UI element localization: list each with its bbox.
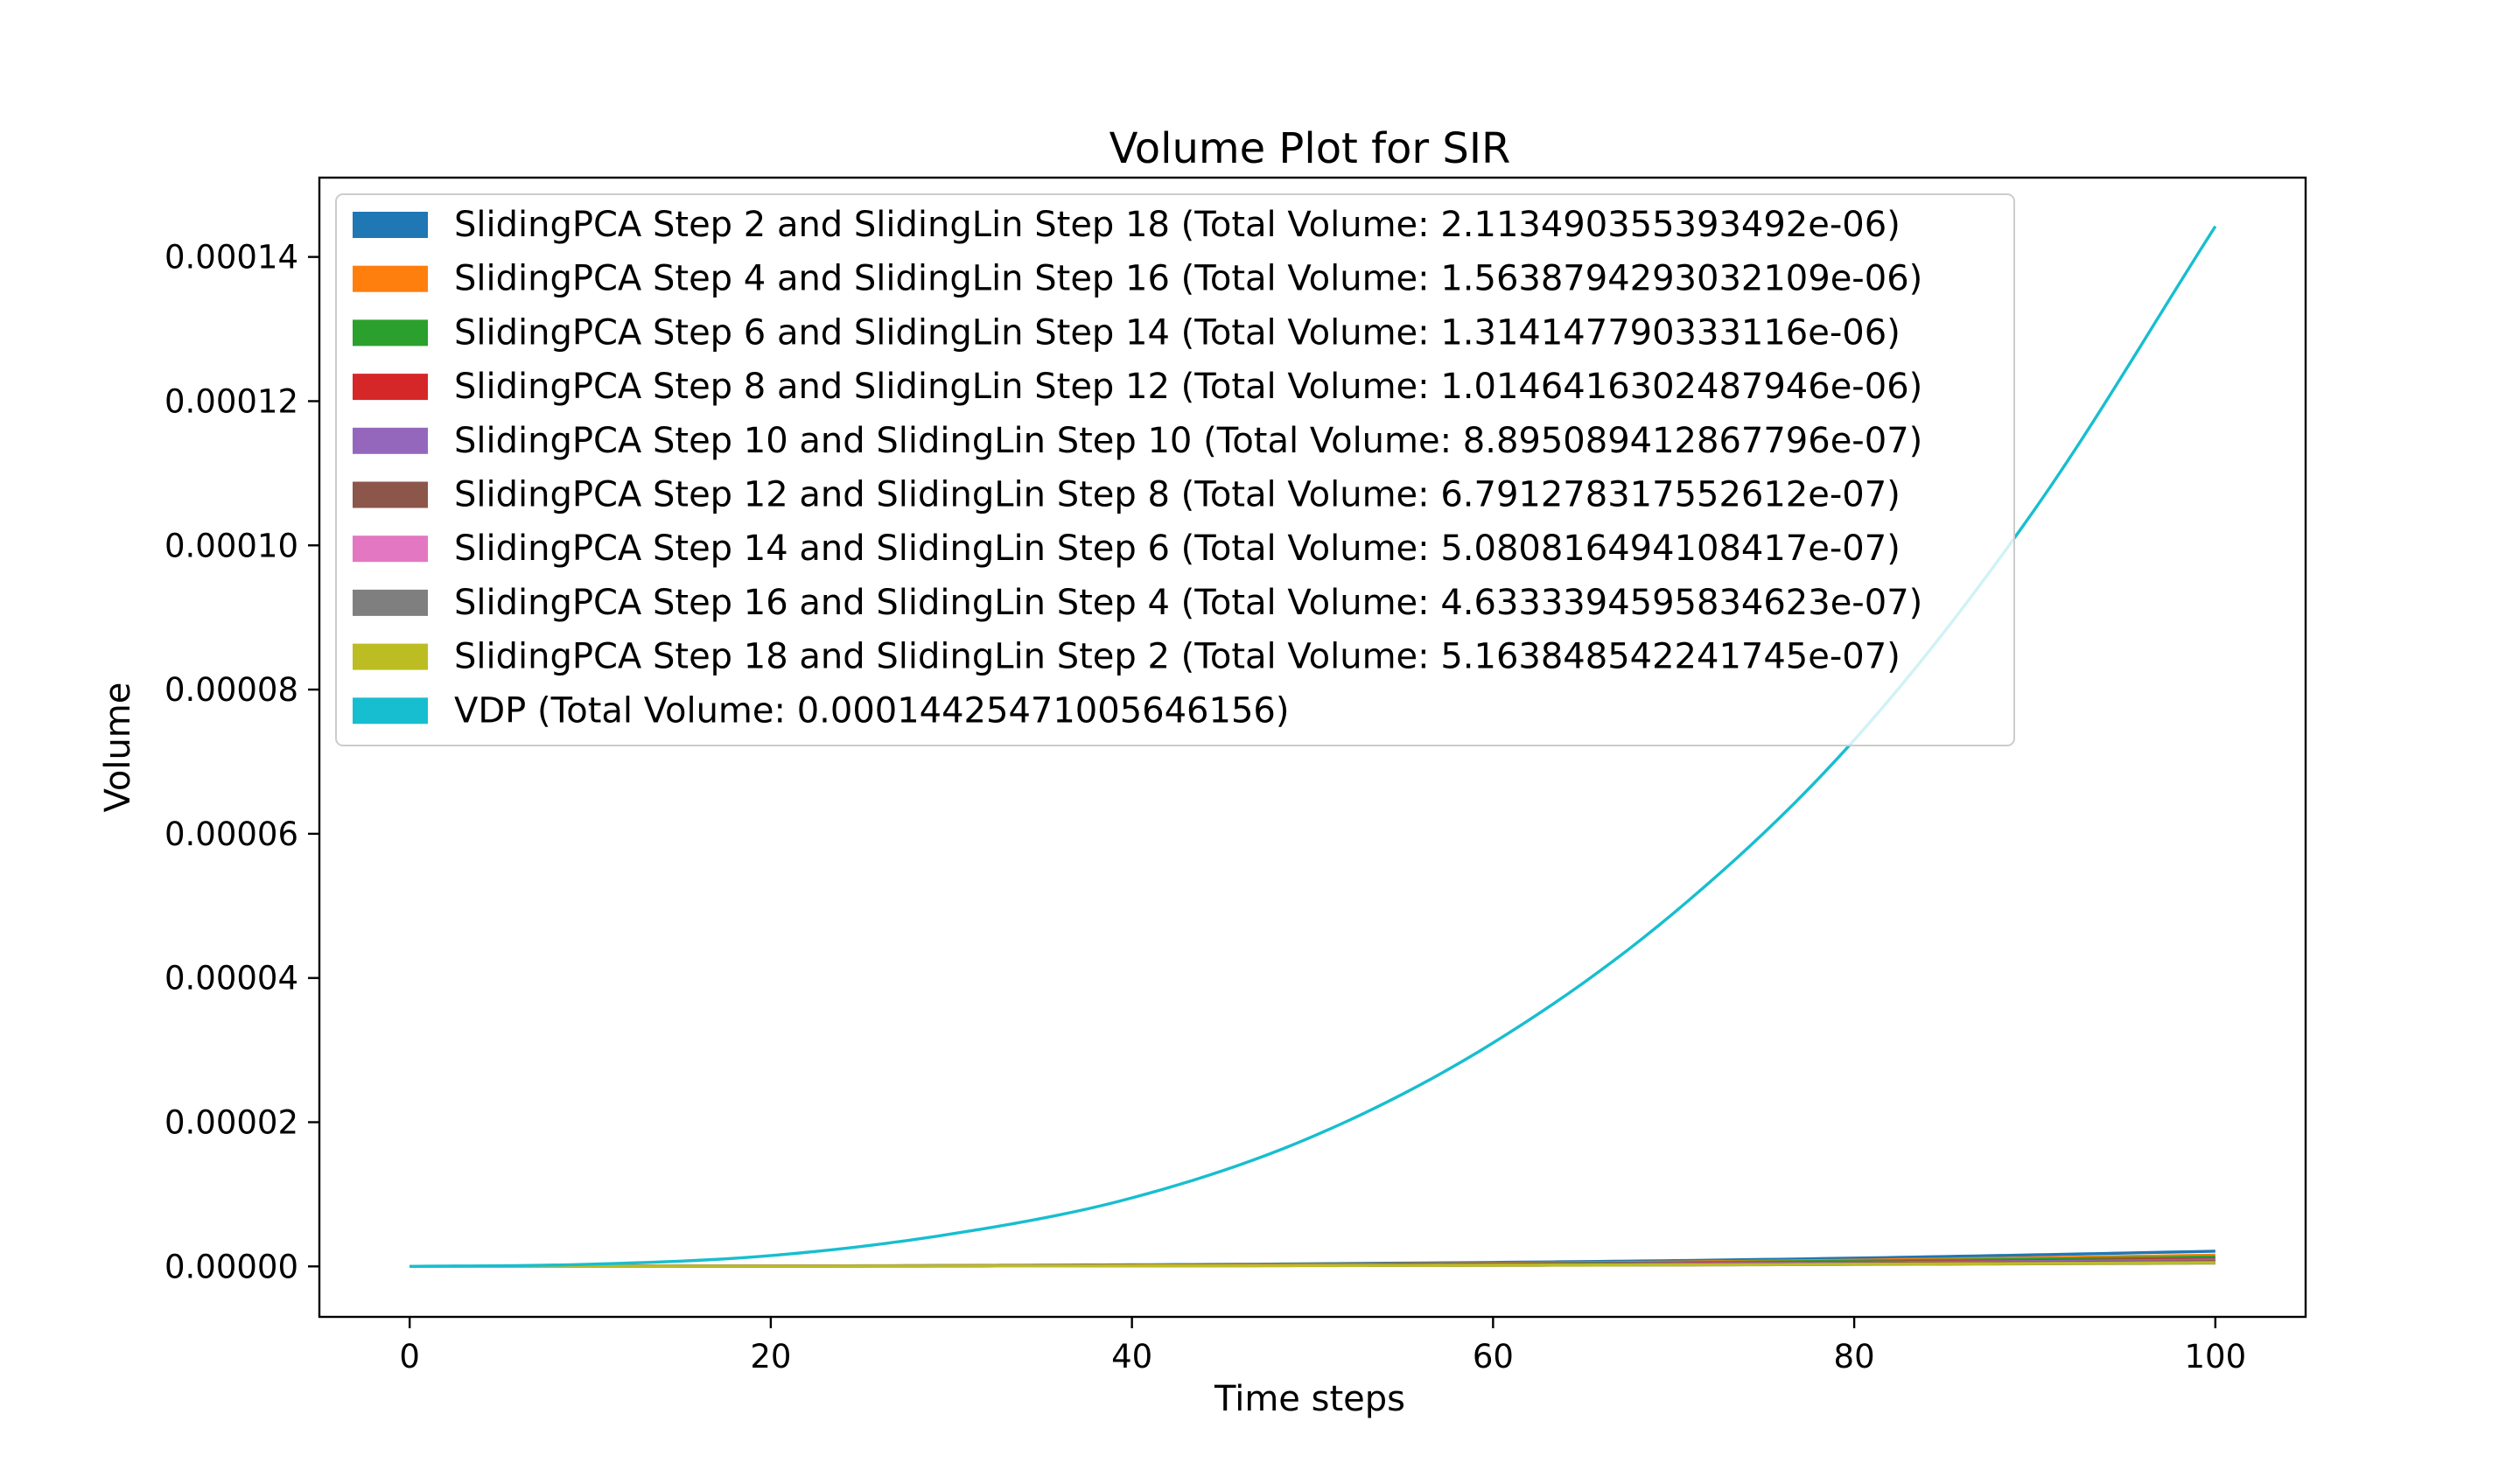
legend-label: SlidingPCA Step 16 and SlidingLin Step 4… bbox=[454, 583, 1922, 623]
x-tick-label: 0 bbox=[399, 1338, 420, 1376]
y-tick-label: 0.00006 bbox=[164, 816, 298, 853]
legend: SlidingPCA Step 2 and SlidingLin Step 18… bbox=[335, 193, 2015, 746]
y-tick-label: 0.00000 bbox=[164, 1248, 298, 1285]
legend-label: SlidingPCA Step 8 and SlidingLin Step 12… bbox=[454, 367, 1922, 407]
y-tick-label: 0.00010 bbox=[164, 527, 298, 564]
legend-swatch bbox=[353, 319, 428, 346]
legend-box bbox=[335, 193, 2015, 746]
x-axis: 0 20 40 60 80 100 bbox=[399, 1317, 2246, 1376]
legend-label: SlidingPCA Step 12 and SlidingLin Step 8… bbox=[454, 475, 1900, 515]
legend-swatch bbox=[353, 481, 428, 508]
x-tick-label: 40 bbox=[1111, 1338, 1152, 1376]
legend-swatch bbox=[353, 265, 428, 292]
legend-label: SlidingPCA Step 18 and SlidingLin Step 2… bbox=[454, 637, 1900, 677]
plot-frame bbox=[318, 176, 2307, 1319]
y-tick-label: 0.00008 bbox=[164, 671, 298, 709]
legend-swatch bbox=[353, 589, 428, 616]
y-tick-label: 0.00014 bbox=[164, 239, 298, 276]
legend-swatch bbox=[353, 697, 428, 724]
x-tick-label: 60 bbox=[1473, 1338, 1514, 1376]
y-tick-label: 0.00012 bbox=[164, 382, 298, 420]
legend-swatch bbox=[353, 374, 428, 401]
legend-swatch bbox=[353, 427, 428, 454]
x-tick-label: 20 bbox=[750, 1338, 791, 1376]
y-tick-label: 0.00004 bbox=[164, 960, 298, 998]
legend-label: SlidingPCA Step 14 and SlidingLin Step 6… bbox=[454, 528, 1900, 569]
legend-swatch bbox=[353, 643, 428, 670]
legend-swatch bbox=[353, 212, 428, 238]
y-axis: 0.00000 0.00002 0.00004 0.00006 0.00008 0.000… bbox=[164, 239, 319, 1285]
legend-label: SlidingPCA Step 6 and SlidingLin Step 14… bbox=[454, 312, 1900, 353]
legend-label: SlidingPCA Step 10 and SlidingLin Step 1… bbox=[454, 421, 1922, 461]
legend-label: SlidingPCA Step 4 and SlidingLin Step 16… bbox=[454, 259, 1922, 299]
x-tick-label: 100 bbox=[2185, 1338, 2247, 1376]
series-line-9 bbox=[410, 1261, 2216, 1269]
legend-swatch bbox=[353, 536, 428, 563]
x-tick-label: 80 bbox=[1834, 1338, 1875, 1376]
x-axis-label: Time steps bbox=[1214, 1379, 1405, 1419]
legend-label: VDP (Total Volume: 0.0001442547100564615… bbox=[454, 690, 1289, 731]
legend-label: SlidingPCA Step 2 and SlidingLin Step 18… bbox=[454, 205, 1900, 245]
y-axis-label: Volume bbox=[98, 682, 138, 813]
chart-title: Volume Plot for SIR bbox=[1110, 124, 1511, 173]
y-tick-label: 0.00002 bbox=[164, 1104, 298, 1142]
